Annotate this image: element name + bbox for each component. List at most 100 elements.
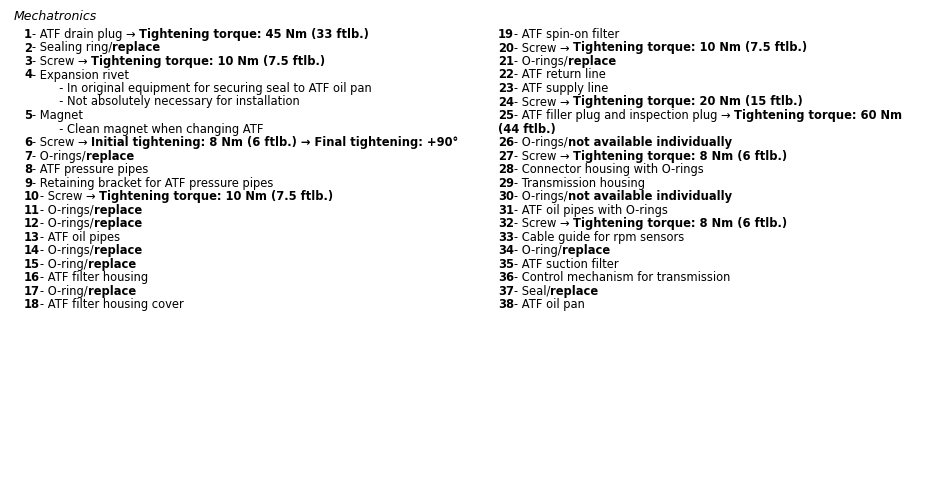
Text: 4: 4 bbox=[24, 69, 32, 82]
Text: - ATF return line: - ATF return line bbox=[514, 69, 606, 82]
Text: 10: 10 bbox=[24, 190, 40, 203]
Text: (44 ftlb.): (44 ftlb.) bbox=[498, 123, 556, 135]
Text: not available individually: not available individually bbox=[567, 190, 732, 203]
Text: - Transmission housing: - Transmission housing bbox=[514, 176, 645, 190]
Text: replace: replace bbox=[88, 257, 136, 271]
Text: - Screw →: - Screw → bbox=[514, 217, 573, 230]
Text: 28: 28 bbox=[498, 163, 514, 176]
Text: replace: replace bbox=[112, 41, 160, 54]
Text: Tightening torque: 20 Nm (15 ftlb.): Tightening torque: 20 Nm (15 ftlb.) bbox=[573, 95, 803, 109]
Text: 11: 11 bbox=[24, 204, 40, 216]
Text: - Screw →: - Screw → bbox=[514, 150, 573, 163]
Text: - Sealing ring/: - Sealing ring/ bbox=[32, 41, 112, 54]
Text: 23: 23 bbox=[498, 82, 514, 95]
Text: - O-rings/: - O-rings/ bbox=[40, 217, 94, 230]
Text: - ATF drain plug →: - ATF drain plug → bbox=[32, 28, 139, 41]
Text: - Screw →: - Screw → bbox=[32, 136, 92, 149]
Text: 16: 16 bbox=[24, 271, 40, 284]
Text: - Cable guide for rpm sensors: - Cable guide for rpm sensors bbox=[514, 231, 684, 244]
Text: 5: 5 bbox=[24, 109, 32, 122]
Text: - O-ring/: - O-ring/ bbox=[40, 285, 88, 297]
Text: - Screw →: - Screw → bbox=[40, 190, 99, 203]
Text: replace: replace bbox=[94, 244, 141, 257]
Text: 21: 21 bbox=[498, 55, 514, 68]
Text: 35: 35 bbox=[498, 257, 514, 271]
Text: - O-rings/: - O-rings/ bbox=[40, 244, 94, 257]
Text: - ATF filter housing: - ATF filter housing bbox=[40, 271, 148, 284]
Text: - ATF oil pipes with O-rings: - ATF oil pipes with O-rings bbox=[514, 204, 668, 216]
Text: Tightening torque: 10 Nm (7.5 ftlb.): Tightening torque: 10 Nm (7.5 ftlb.) bbox=[99, 190, 333, 203]
Text: - ATF filter housing cover: - ATF filter housing cover bbox=[40, 298, 183, 311]
Text: replace: replace bbox=[562, 244, 609, 257]
Text: 38: 38 bbox=[498, 298, 514, 311]
Text: 3: 3 bbox=[24, 55, 32, 68]
Text: 12: 12 bbox=[24, 217, 40, 230]
Text: Mechatronics: Mechatronics bbox=[14, 10, 97, 23]
Text: - ATF filler plug and inspection plug →: - ATF filler plug and inspection plug → bbox=[514, 109, 734, 122]
Text: 22: 22 bbox=[498, 69, 514, 82]
Text: replace: replace bbox=[94, 204, 141, 216]
Text: - O-ring/: - O-ring/ bbox=[514, 244, 562, 257]
Text: 36: 36 bbox=[498, 271, 514, 284]
Text: 17: 17 bbox=[24, 285, 40, 297]
Text: 13: 13 bbox=[24, 231, 40, 244]
Text: 6: 6 bbox=[24, 136, 32, 149]
Text: replace: replace bbox=[550, 285, 598, 297]
Text: Tightening torque: 10 Nm (7.5 ftlb.): Tightening torque: 10 Nm (7.5 ftlb.) bbox=[573, 41, 807, 54]
Text: 1: 1 bbox=[24, 28, 32, 41]
Text: - O-rings/: - O-rings/ bbox=[514, 55, 567, 68]
Text: 9: 9 bbox=[24, 176, 32, 190]
Text: 2: 2 bbox=[24, 41, 32, 54]
Text: replace: replace bbox=[85, 150, 134, 163]
Text: Tightening torque: 45 Nm (33 ftlb.): Tightening torque: 45 Nm (33 ftlb.) bbox=[139, 28, 369, 41]
Text: 31: 31 bbox=[498, 204, 514, 216]
Text: - Expansion rivet: - Expansion rivet bbox=[32, 69, 129, 82]
Text: 33: 33 bbox=[498, 231, 514, 244]
Text: Tightening torque: 8 Nm (6 ftlb.): Tightening torque: 8 Nm (6 ftlb.) bbox=[573, 217, 787, 230]
Text: - ATF spin-on filter: - ATF spin-on filter bbox=[514, 28, 620, 41]
Text: 30: 30 bbox=[498, 190, 514, 203]
Text: - Screw →: - Screw → bbox=[32, 55, 91, 68]
Text: - O-rings/: - O-rings/ bbox=[514, 190, 567, 203]
Text: - O-ring/: - O-ring/ bbox=[40, 257, 88, 271]
Text: - ATF oil pipes: - ATF oil pipes bbox=[40, 231, 120, 244]
Text: - Not absolutely necessary for installation: - Not absolutely necessary for installat… bbox=[52, 95, 300, 109]
Text: - Magnet: - Magnet bbox=[32, 109, 83, 122]
Text: - ATF oil pan: - ATF oil pan bbox=[514, 298, 585, 311]
Text: - Seal/: - Seal/ bbox=[514, 285, 550, 297]
Text: 27: 27 bbox=[498, 150, 514, 163]
Text: - Clean magnet when changing ATF: - Clean magnet when changing ATF bbox=[52, 123, 264, 135]
Text: - O-rings/: - O-rings/ bbox=[32, 150, 85, 163]
Text: - ATF suction filter: - ATF suction filter bbox=[514, 257, 619, 271]
Text: 37: 37 bbox=[498, 285, 514, 297]
Text: 20: 20 bbox=[498, 41, 514, 54]
Text: - O-rings/: - O-rings/ bbox=[514, 136, 568, 149]
Text: 15: 15 bbox=[24, 257, 40, 271]
Text: 25: 25 bbox=[498, 109, 514, 122]
Text: 14: 14 bbox=[24, 244, 40, 257]
Text: 26: 26 bbox=[498, 136, 514, 149]
Text: - ATF supply line: - ATF supply line bbox=[514, 82, 608, 95]
Text: 19: 19 bbox=[498, 28, 514, 41]
Text: 32: 32 bbox=[498, 217, 514, 230]
Text: - Screw →: - Screw → bbox=[514, 41, 573, 54]
Text: not available individually: not available individually bbox=[568, 136, 732, 149]
Text: replace: replace bbox=[94, 217, 141, 230]
Text: - Control mechanism for transmission: - Control mechanism for transmission bbox=[514, 271, 730, 284]
Text: - Connector housing with O-rings: - Connector housing with O-rings bbox=[514, 163, 704, 176]
Text: 7: 7 bbox=[24, 150, 32, 163]
Text: Initial tightening: 8 Nm (6 ftlb.) → Final tightening: +90°: Initial tightening: 8 Nm (6 ftlb.) → Fin… bbox=[92, 136, 459, 149]
Text: - Retaining bracket for ATF pressure pipes: - Retaining bracket for ATF pressure pip… bbox=[32, 176, 273, 190]
Text: 18: 18 bbox=[24, 298, 40, 311]
Text: 29: 29 bbox=[498, 176, 514, 190]
Text: replace: replace bbox=[567, 55, 616, 68]
Text: Tightening torque: 8 Nm (6 ftlb.): Tightening torque: 8 Nm (6 ftlb.) bbox=[573, 150, 787, 163]
Text: 8: 8 bbox=[24, 163, 32, 176]
Text: 24: 24 bbox=[498, 95, 514, 109]
Text: Tightening torque: 60 Nm: Tightening torque: 60 Nm bbox=[734, 109, 902, 122]
Text: Tightening torque: 10 Nm (7.5 ftlb.): Tightening torque: 10 Nm (7.5 ftlb.) bbox=[91, 55, 326, 68]
Text: - ATF pressure pipes: - ATF pressure pipes bbox=[32, 163, 149, 176]
Text: - Screw →: - Screw → bbox=[514, 95, 573, 109]
Text: - In original equipment for securing seal to ATF oil pan: - In original equipment for securing sea… bbox=[52, 82, 372, 95]
Text: 34: 34 bbox=[498, 244, 514, 257]
